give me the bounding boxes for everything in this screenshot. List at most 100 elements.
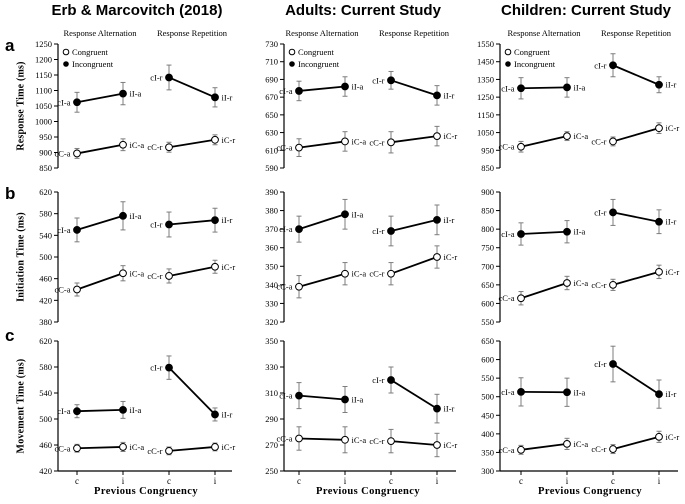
y-tick-label: 900	[39, 148, 52, 158]
point-label-iC-a: iC-a	[130, 442, 145, 452]
point-label-iI-a: iI-a	[574, 82, 586, 92]
y-tick-label: 340	[265, 280, 278, 290]
y-tick-label: 300	[481, 466, 494, 476]
panel-a-col3: 850 950 1050 1150 1250 1350 1450 1550 Response A…	[477, 28, 679, 173]
data-point-cC-a	[295, 434, 303, 443]
legend-label-congruent: Congruent	[514, 47, 551, 57]
y-tick-label: 550	[481, 317, 494, 327]
point-label-cC-a: cC-a	[54, 285, 70, 295]
point-label-iC-a: iC-a	[574, 278, 589, 288]
point-label-cI-a: cI-a	[501, 387, 514, 397]
panel-c-col2: 250 270 290 310 330 350 c i c i cI-a iI-a cC-a iC-a cI…	[265, 336, 457, 486]
series-line	[612, 211, 660, 223]
point-label-cI-r: cI-r	[594, 207, 606, 217]
data-point-iC-a	[119, 140, 127, 149]
y-tick-label: 850	[481, 206, 494, 216]
point-label-cI-a: cI-a	[501, 83, 514, 93]
y-tick-label: 1250	[35, 39, 52, 49]
y-tick-label: 600	[481, 298, 494, 308]
data-point-iC-a	[341, 269, 349, 278]
data-point-cC-a	[295, 143, 303, 152]
panel-b-col2: 320 330 340 350 360 370 380 390 cI-a iI-a cC-a iC-a…	[265, 187, 457, 327]
subpanel-title-repetition: Response Repetition	[601, 28, 672, 38]
series-congruent-repetition-: cC-r iC-r	[591, 430, 679, 454]
data-point-iI-a	[563, 83, 571, 92]
y-tick-label: 360	[265, 243, 278, 253]
series-line	[612, 363, 660, 395]
point-label-iI-r: iI-r	[444, 215, 455, 225]
point-label-cC-a: cC-a	[498, 445, 514, 455]
data-point-iI-a	[341, 82, 349, 91]
series-line	[168, 138, 216, 149]
y-tick-label: 500	[481, 392, 494, 402]
series-line	[76, 92, 124, 104]
x-tick-label: c	[611, 476, 615, 486]
point-label-cC-a: cC-a	[54, 148, 70, 158]
data-point-iC-a	[119, 443, 127, 451]
point-label-iC-a: iC-a	[574, 131, 589, 141]
legend-filled-circle-icon	[505, 61, 511, 67]
legend-open-circle-icon	[504, 48, 512, 56]
x-axis-label-col3: Previous Congruency	[538, 486, 642, 497]
point-label-iC-r: iC-r	[444, 131, 458, 141]
data-point-iI-a	[341, 395, 349, 404]
data-point-iI-r	[211, 410, 219, 419]
y-tick-label: 800	[481, 224, 494, 234]
y-tick-label: 900	[481, 187, 494, 197]
y-tick-label: 730	[265, 39, 278, 49]
data-point-iI-a	[563, 388, 571, 397]
data-point-cC-r	[165, 272, 173, 280]
series-line	[76, 143, 124, 155]
point-label-iC-a: iC-a	[130, 268, 145, 278]
series-line	[76, 272, 124, 291]
series-line	[390, 379, 438, 410]
data-point-iI-a	[119, 89, 127, 98]
y-tick-label: 320	[265, 317, 278, 327]
series-incongruent-alternation-: cI-a iI-a	[501, 77, 586, 100]
data-point-cI-r	[165, 220, 173, 229]
point-label-cI-r: cI-r	[372, 75, 384, 85]
legend-filled-circle-icon	[63, 61, 69, 67]
y-tick-label: 950	[39, 132, 52, 142]
data-point-cC-a	[517, 445, 525, 454]
data-point-iC-r	[433, 132, 441, 141]
panel-a-col2: 590 610 630 650 670 690 710 730 Response Alterna…	[265, 28, 457, 173]
series-line	[612, 127, 660, 143]
x-tick-label: i	[122, 476, 125, 486]
point-label-iC-a: iC-a	[352, 435, 367, 445]
subpanel-title-alternation: Response Alternation	[508, 28, 582, 38]
y-tick-label: 350	[265, 336, 278, 346]
x-axis-label-col2: Previous Congruency	[316, 486, 420, 497]
data-point-iC-a	[563, 132, 571, 141]
point-label-cC-r: cC-r	[369, 269, 384, 279]
data-point-iC-r	[655, 267, 663, 276]
y-tick-label: 750	[481, 243, 494, 253]
series-line	[390, 440, 438, 446]
series-congruent-alternation-: cC-a iC-a	[54, 138, 144, 159]
data-point-iI-r	[655, 390, 663, 399]
y-tick-label: 650	[265, 110, 278, 120]
subpanel-title-alternation: Response Alternation	[286, 28, 360, 38]
row-letter-c: c	[5, 326, 15, 345]
series-incongruent-repetition-: cI-r iI-r	[594, 198, 677, 235]
y-tick-label: 580	[39, 362, 52, 372]
y-tick-label: 1550	[477, 39, 494, 49]
x-tick-label: i	[658, 476, 661, 486]
series-line	[76, 409, 124, 413]
row-letter-a: a	[5, 36, 15, 55]
y-tick-label: 1050	[477, 128, 494, 138]
panel-b-col1: 380 420 460 500 540 580 620 cI-a iI-a cC-a iC-a cI-…	[39, 187, 235, 327]
series-line	[520, 442, 568, 451]
series-line	[168, 265, 216, 277]
point-label-iC-a: iC-a	[352, 136, 367, 146]
y-tick-label: 690	[265, 74, 278, 84]
series-incongruent-repetition-: cI-r iI-r	[594, 53, 677, 94]
data-point-iC-r	[211, 443, 219, 451]
series-line	[612, 435, 660, 450]
y-tick-label: 650	[481, 280, 494, 290]
data-point-iI-r	[211, 93, 219, 102]
data-point-iI-a	[341, 210, 349, 219]
y-tick-label: 450	[481, 410, 494, 420]
series-line	[298, 437, 346, 441]
